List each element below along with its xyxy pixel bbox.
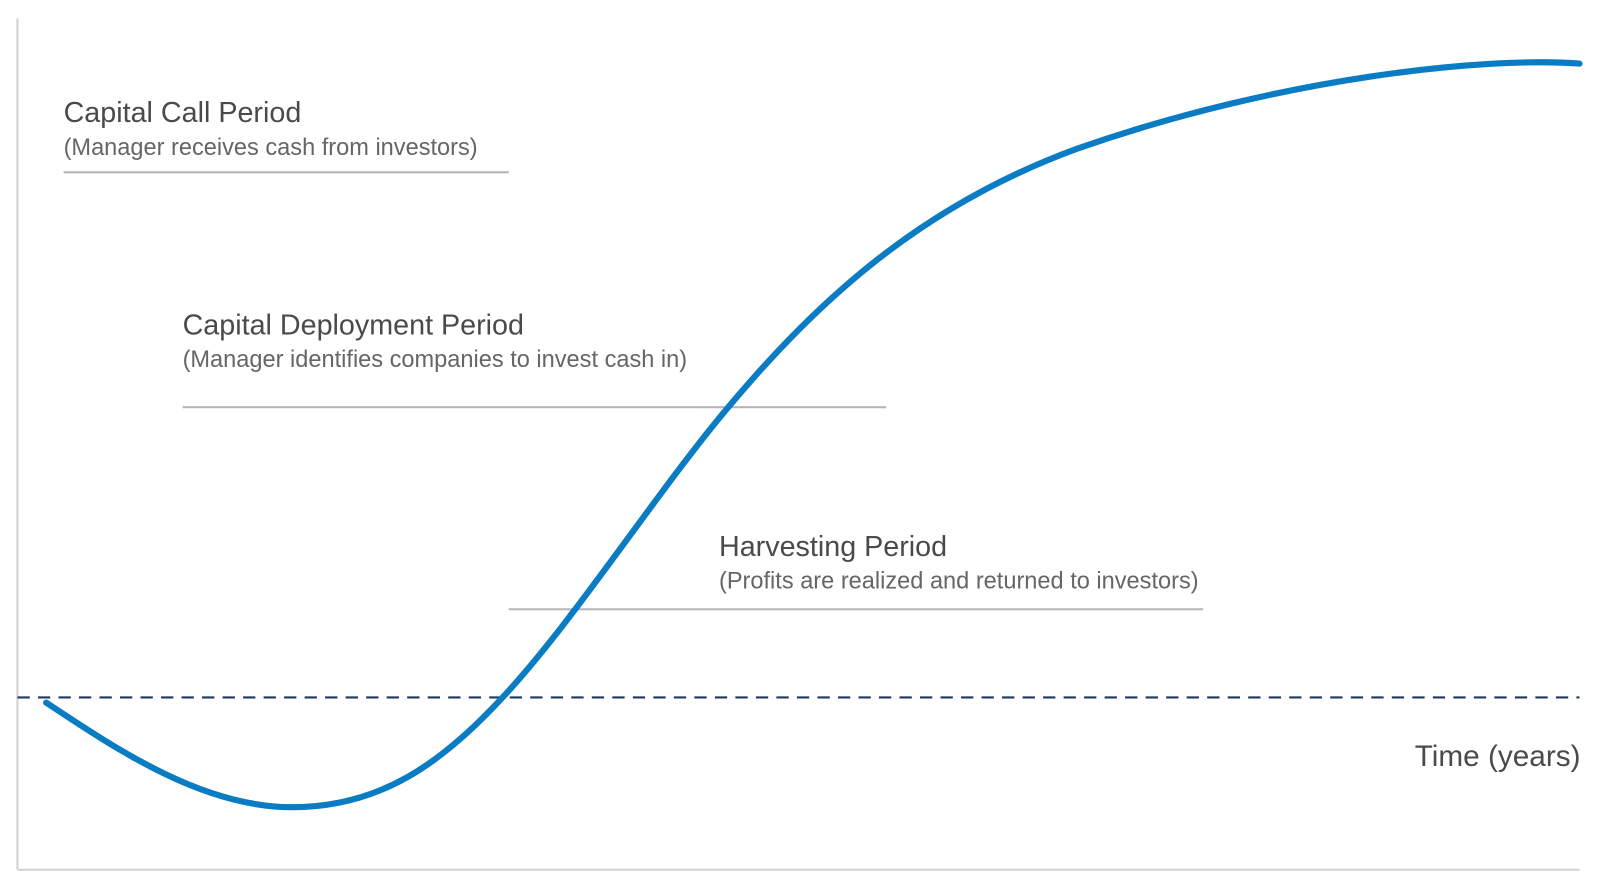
period-subtitle: (Manager identifies companies to invest … — [183, 346, 688, 372]
j-curve — [43, 59, 1583, 811]
period-subtitle: (Profits are realized and returned to in… — [719, 568, 1199, 594]
period-title: Capital Call Period — [64, 97, 302, 129]
period-subtitle: (Manager receives cash from investors) — [64, 134, 478, 160]
period-title: Capital Deployment Period — [183, 309, 524, 341]
period-title: Harvesting Period — [719, 531, 947, 563]
axis-label: Time (years) — [1415, 740, 1581, 773]
